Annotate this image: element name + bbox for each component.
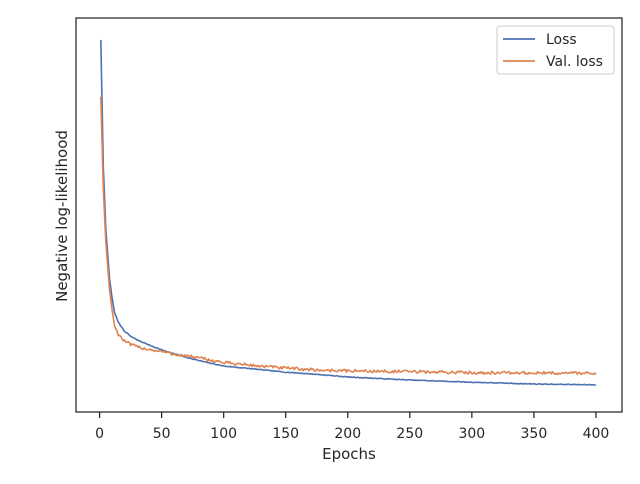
x-tick-label: 50 — [153, 426, 171, 442]
x-tick-label: 0 — [95, 426, 104, 442]
legend: Loss Val. loss — [496, 25, 615, 75]
x-tick-label: 100 — [210, 426, 237, 442]
x-axis-label: Epochs — [322, 445, 376, 463]
legend-box — [496, 25, 615, 75]
legend-label: Val. loss — [546, 54, 603, 70]
x-tick-label: 250 — [396, 426, 423, 442]
series-line-loss — [100, 39, 597, 386]
x-tick-label: 200 — [334, 426, 361, 442]
x-tick-label: 150 — [272, 426, 299, 442]
x-axis: 0 50 100 150 200 250 300 350 400 — [95, 412, 609, 442]
y-axis-label: Negative log-likelihood — [53, 130, 71, 302]
x-tick-label: 400 — [583, 426, 610, 442]
series-line-val-loss — [100, 96, 597, 376]
plot-area — [100, 39, 597, 386]
x-tick-label: 350 — [521, 426, 548, 442]
legend-label: Loss — [546, 32, 577, 48]
x-tick-label: 300 — [458, 426, 485, 442]
plot-frame — [75, 17, 623, 413]
